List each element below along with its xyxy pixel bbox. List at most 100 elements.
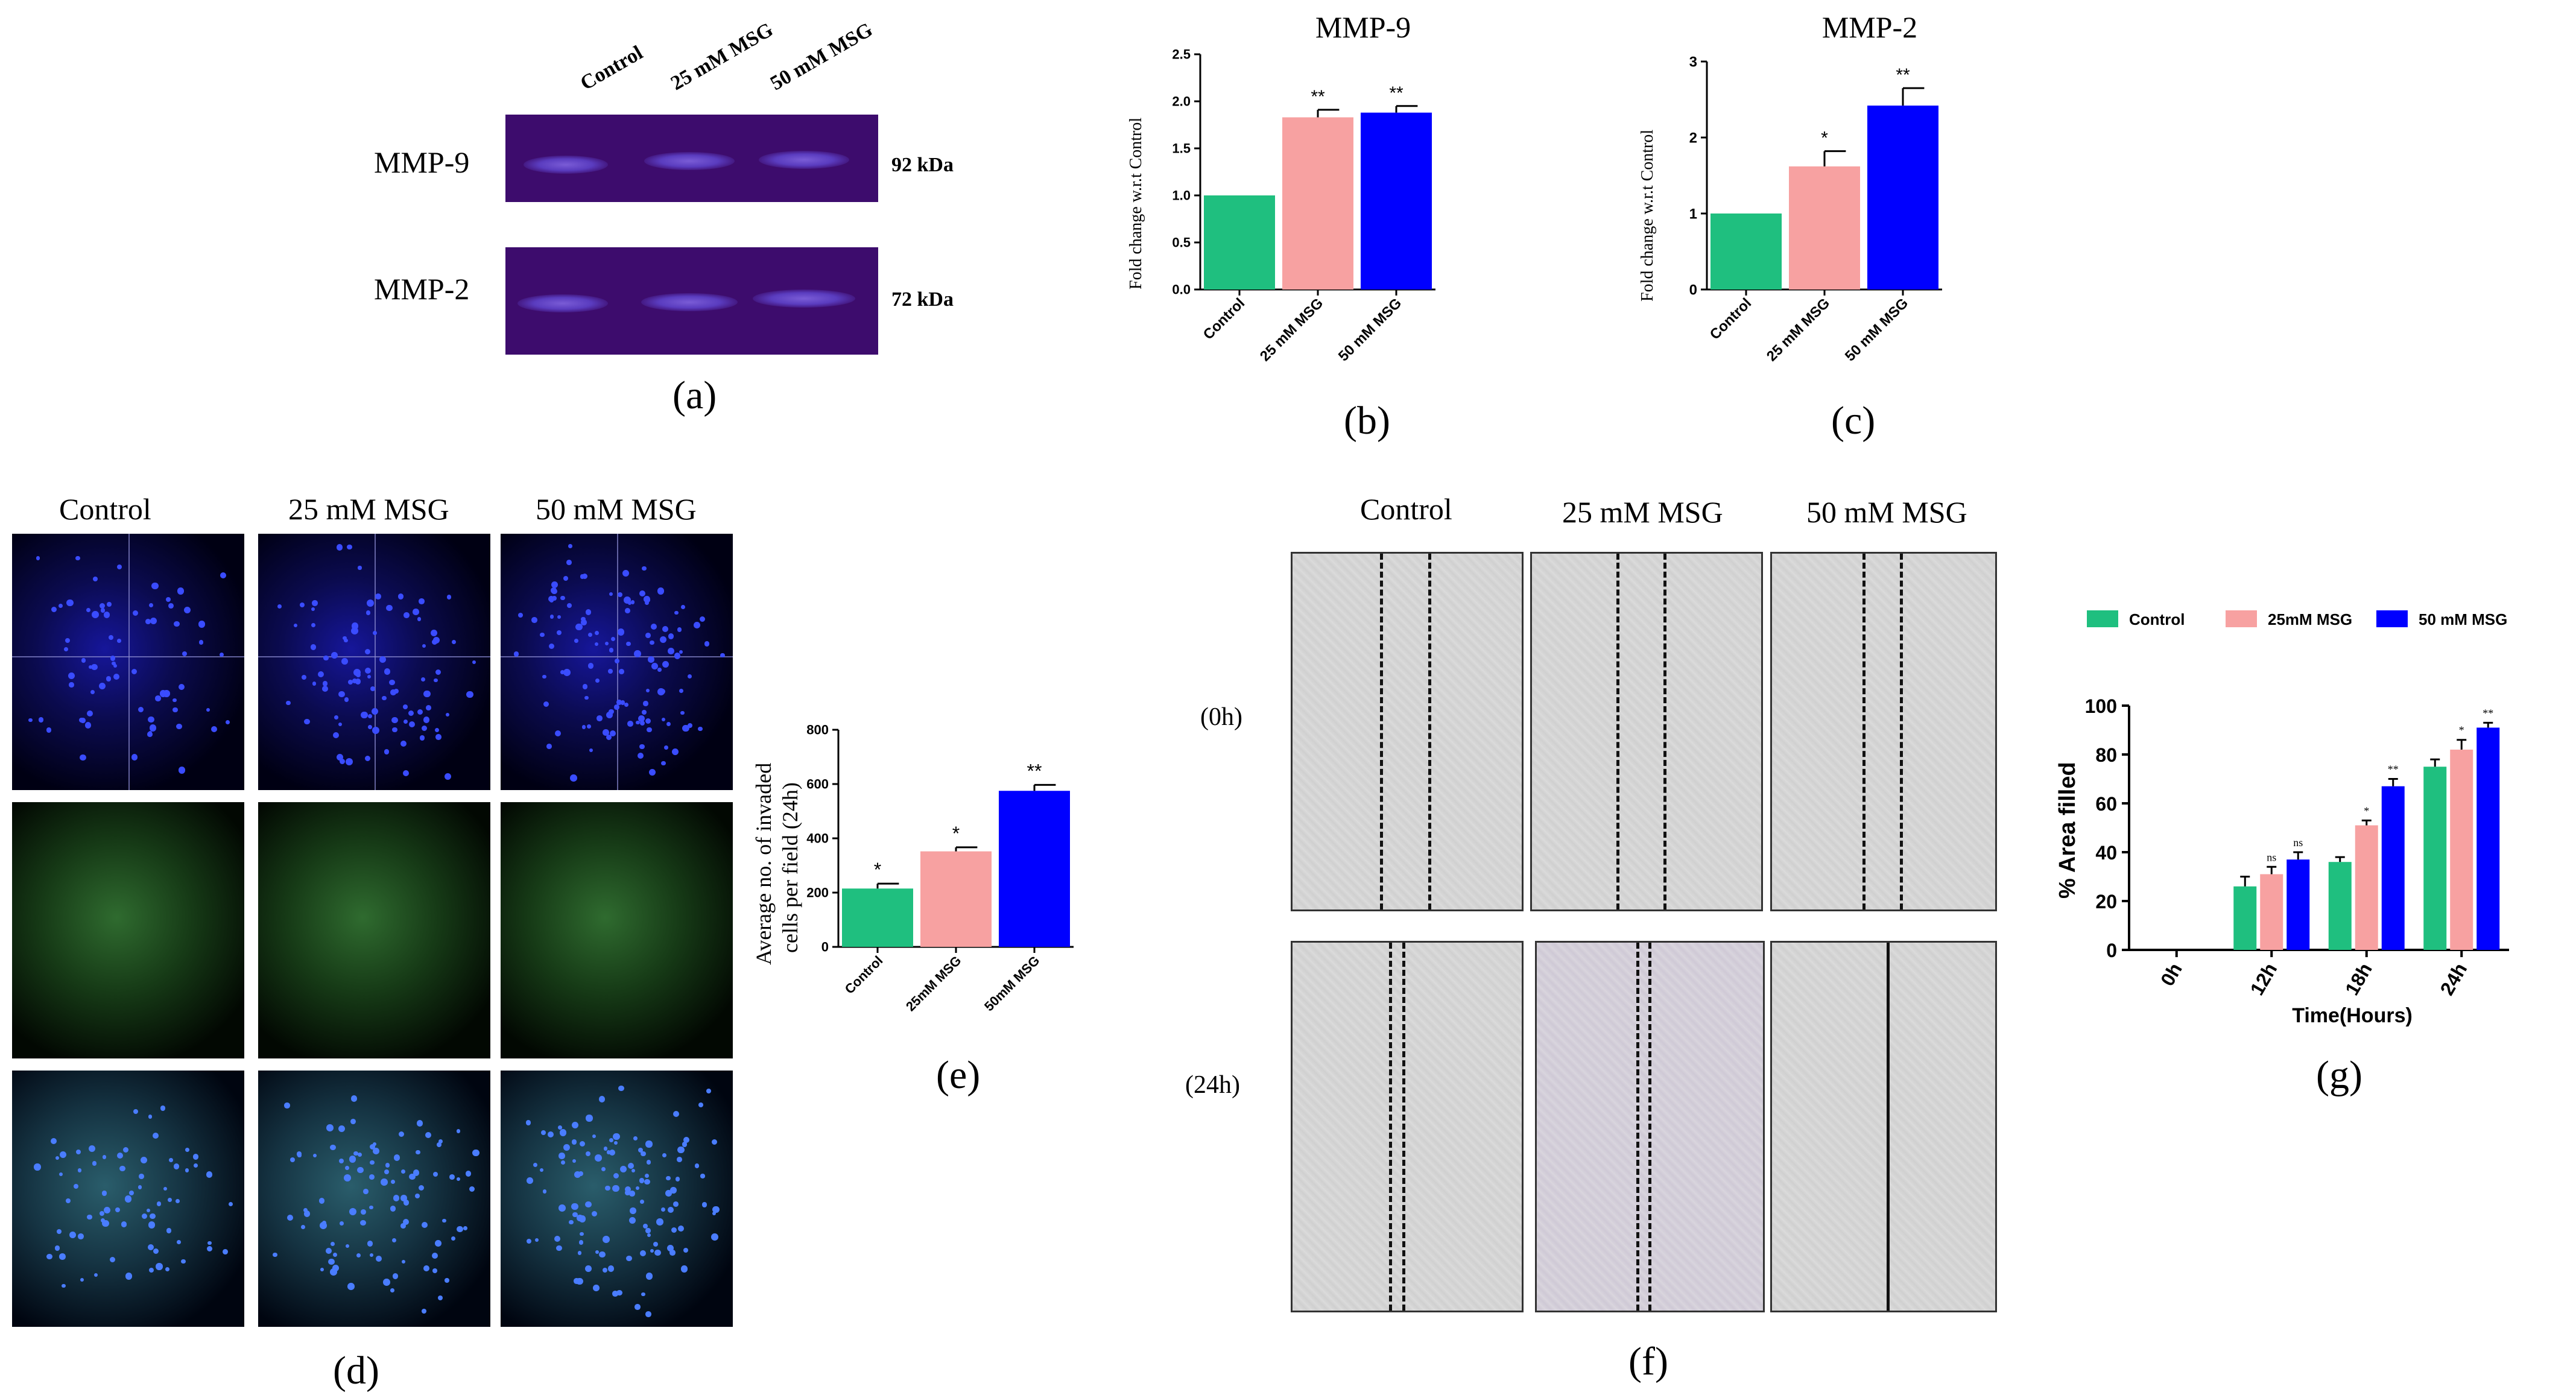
micro-nucleus bbox=[375, 1255, 382, 1262]
chart-g: % Area filled Time(Hours) 0 20 40 60 80 100 0h… bbox=[2055, 610, 2509, 1027]
micro-nucleus bbox=[619, 1166, 627, 1173]
y-tick-label: 80 bbox=[2095, 744, 2117, 766]
micro-nucleus bbox=[390, 689, 396, 695]
y-tick-label: 0 bbox=[1689, 282, 1697, 298]
panel-label-f: (f) bbox=[1628, 1340, 1668, 1384]
micro-crosshair bbox=[374, 534, 376, 790]
micro-nucleus bbox=[595, 679, 600, 683]
micro-nucleus bbox=[559, 1204, 566, 1212]
micro-nucleus bbox=[645, 600, 650, 605]
micro-nucleus bbox=[80, 754, 87, 761]
micro-nucleus bbox=[101, 1191, 107, 1196]
y-tick-label: 0 bbox=[821, 940, 829, 955]
micro-nucleus bbox=[338, 1125, 346, 1133]
micro-nucleus bbox=[401, 1259, 405, 1264]
micro-nucleus bbox=[355, 679, 361, 685]
micro-nucleus bbox=[421, 1309, 426, 1314]
blot-band bbox=[641, 293, 738, 311]
significance-label: ** bbox=[2483, 707, 2493, 719]
micro-nucleus bbox=[183, 606, 191, 613]
micro-nucleus bbox=[338, 1158, 344, 1164]
micro-nucleus bbox=[650, 624, 657, 630]
micro-nucleus bbox=[369, 1174, 375, 1180]
micro-nucleus bbox=[669, 1186, 677, 1194]
micro-nucleus bbox=[681, 605, 686, 610]
micro-nucleus bbox=[624, 703, 629, 707]
micro-nucleus bbox=[141, 1213, 147, 1219]
micro-nucleus bbox=[319, 1198, 325, 1204]
micro-nucleus bbox=[369, 1253, 373, 1257]
micro-nucleus bbox=[321, 1221, 327, 1226]
legend-label: 50 mM MSG bbox=[2419, 610, 2507, 628]
micro-nucleus bbox=[457, 1226, 463, 1233]
micro-nucleus bbox=[350, 1118, 356, 1124]
micro-nucleus bbox=[580, 1232, 584, 1236]
micro-nucleus bbox=[451, 1236, 455, 1241]
micro-nucleus bbox=[526, 1177, 533, 1184]
micro-nucleus bbox=[176, 723, 183, 730]
micro-nucleus bbox=[589, 748, 593, 752]
significance-label: ns bbox=[2267, 851, 2276, 863]
micro-nucleus bbox=[117, 639, 121, 644]
micro-nucleus bbox=[185, 1168, 189, 1172]
bar bbox=[1710, 214, 1782, 289]
micro-nucleus bbox=[150, 617, 157, 625]
micro-nucleus bbox=[370, 686, 376, 692]
micro-nucleus bbox=[394, 688, 399, 694]
micro-nucleus bbox=[614, 658, 619, 663]
micro-nucleus bbox=[650, 640, 654, 645]
scratch-image bbox=[1291, 941, 1524, 1312]
micro-nucleus bbox=[110, 656, 116, 661]
micro-nucleus bbox=[472, 660, 476, 665]
micro-nucleus bbox=[69, 682, 74, 688]
micro-nucleus bbox=[207, 1241, 212, 1245]
micro-nucleus bbox=[101, 1218, 106, 1223]
micro-nucleus bbox=[682, 1142, 688, 1147]
micro-nucleus bbox=[345, 1244, 349, 1248]
micro-nucleus bbox=[574, 1171, 581, 1178]
micro-nucleus bbox=[513, 651, 519, 657]
micro-nucleus bbox=[609, 592, 613, 596]
y-tick-label: 2 bbox=[1689, 130, 1697, 146]
scratch-col-header: 50 mM MSG bbox=[1806, 495, 1967, 529]
scratch-edge bbox=[1887, 943, 1890, 1311]
micro-nucleus bbox=[701, 1202, 707, 1207]
micro-nucleus bbox=[336, 753, 344, 761]
micro-nucleus bbox=[138, 706, 144, 713]
blot-strip-mmp9 bbox=[505, 115, 878, 202]
micro-nucleus bbox=[571, 1139, 577, 1145]
micro-nucleus bbox=[418, 1185, 425, 1191]
micro-nucleus bbox=[423, 1265, 429, 1271]
micro-nucleus bbox=[539, 1168, 544, 1172]
micro-nucleus bbox=[193, 1154, 199, 1160]
micro-nucleus bbox=[665, 1190, 672, 1197]
micro-nucleus bbox=[613, 1173, 619, 1179]
micro-nucleus bbox=[712, 1212, 717, 1216]
micro-nucleus bbox=[551, 588, 558, 595]
micro-nucleus bbox=[100, 1210, 105, 1216]
micro-nucleus bbox=[364, 667, 372, 674]
micro-nucleus bbox=[59, 1253, 66, 1260]
scratch-edge bbox=[1900, 554, 1903, 909]
y-tick-label: 20 bbox=[2095, 891, 2117, 913]
micro-nucleus bbox=[86, 608, 91, 613]
micro-nucleus bbox=[320, 1267, 324, 1272]
micro-nucleus bbox=[680, 1265, 688, 1273]
micro-nucleus bbox=[641, 1292, 645, 1297]
significance-label: ** bbox=[1896, 65, 1910, 85]
micro-nucleus bbox=[626, 1255, 632, 1262]
micro-nucleus bbox=[645, 632, 651, 638]
micro-nucleus bbox=[434, 1240, 441, 1247]
blot-lane-label: Control bbox=[577, 41, 647, 95]
micro-nucleus bbox=[365, 648, 371, 654]
micro-nucleus bbox=[585, 609, 592, 615]
micro-nucleus bbox=[91, 610, 99, 618]
micro-nucleus bbox=[165, 1267, 170, 1272]
micro-nucleus bbox=[168, 603, 174, 609]
micro-nucleus bbox=[585, 1265, 592, 1272]
micro-nucleus bbox=[645, 718, 651, 724]
micro-nucleus bbox=[207, 1245, 213, 1251]
y-tick-label: 3 bbox=[1689, 54, 1697, 70]
micro-nucleus bbox=[604, 641, 609, 646]
micro-nucleus bbox=[698, 726, 703, 732]
